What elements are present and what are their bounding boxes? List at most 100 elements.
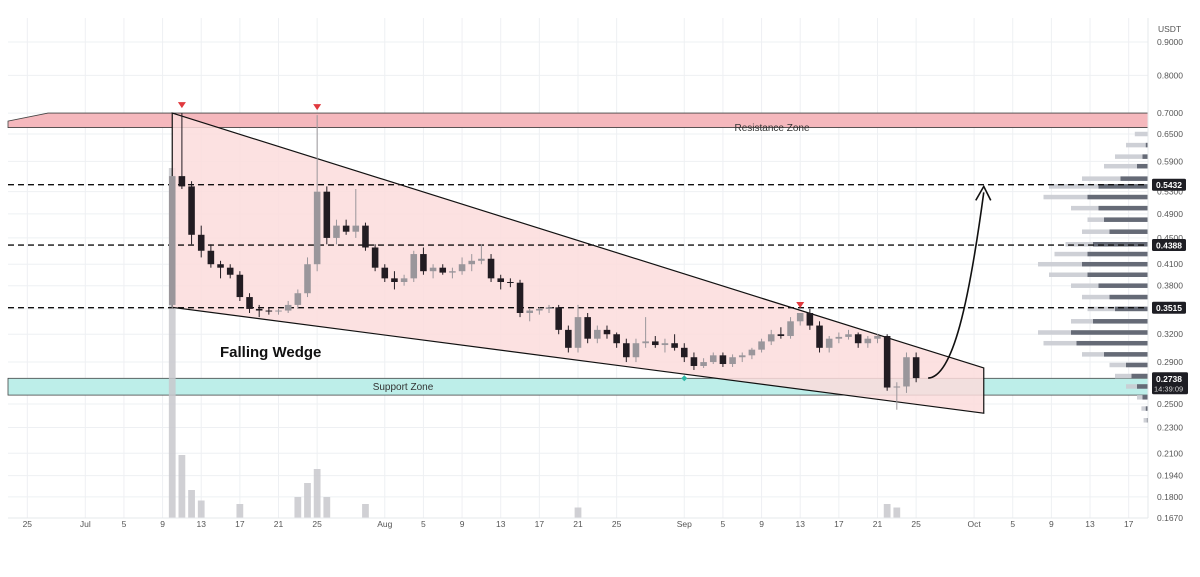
y-tick-label: 0.6500 <box>1157 129 1183 139</box>
candle-body <box>700 362 707 366</box>
volume-bar <box>323 497 331 518</box>
candle-body <box>313 191 321 265</box>
x-tick-label: 9 <box>759 519 764 529</box>
candle <box>381 264 389 282</box>
volume-bar <box>883 504 891 518</box>
candle <box>255 304 263 318</box>
profile-bar-up <box>1115 306 1148 312</box>
candle <box>516 279 524 318</box>
profile-bar-up <box>1120 176 1148 181</box>
candle-body <box>874 336 881 339</box>
candle-body <box>207 250 215 265</box>
candle <box>333 219 340 245</box>
price-axis: USDT 0.9000 0.8000 0.7000 0.6500 0.5900 0.530… <box>1147 18 1183 523</box>
projection-arrow <box>928 184 992 379</box>
candle-body <box>806 312 814 326</box>
candle-body <box>449 271 456 273</box>
candle <box>352 189 360 238</box>
candle <box>903 352 910 393</box>
candle-body <box>497 278 504 282</box>
y-tick-label: 0.1670 <box>1157 513 1183 523</box>
profile-bar-total <box>1115 154 1148 159</box>
x-tick-label: 25 <box>312 519 322 529</box>
y-tick-label: 0.1800 <box>1157 492 1183 502</box>
candle <box>197 225 205 258</box>
candle <box>632 338 640 363</box>
x-tick-label: 13 <box>1085 519 1095 529</box>
candle-body <box>284 304 292 311</box>
candle-body <box>777 334 785 337</box>
candle-body <box>536 308 543 311</box>
profile-bar-total <box>1134 131 1148 137</box>
candle <box>584 312 591 344</box>
candle <box>265 307 273 315</box>
profile-bar-up <box>1137 163 1148 169</box>
candle <box>796 312 804 326</box>
profile-bar-up <box>1087 194 1148 200</box>
profile-bar-up <box>1104 217 1148 222</box>
candle <box>410 250 418 282</box>
candle-body <box>468 260 476 265</box>
candle <box>825 336 833 353</box>
candle-body <box>623 343 630 358</box>
candle-body <box>883 336 891 388</box>
candle-body <box>507 281 514 283</box>
candle <box>835 332 843 344</box>
candle <box>565 325 572 353</box>
profile-bar-up <box>1146 418 1148 423</box>
x-tick-label: 13 <box>196 519 206 529</box>
profile-bar-up <box>1071 330 1148 335</box>
candle <box>294 289 302 309</box>
volume-bar <box>574 507 582 518</box>
falling-wedge-label: Falling Wedge <box>220 344 321 361</box>
x-tick-label: 13 <box>496 519 506 529</box>
profile-bar-up <box>1145 406 1148 411</box>
candle-body <box>458 264 466 272</box>
candle <box>487 254 495 282</box>
candle <box>371 244 379 272</box>
candle-body <box>565 329 572 348</box>
y-tick-label: 0.3200 <box>1157 329 1183 339</box>
level-price-label: 0.3515 <box>1156 303 1182 313</box>
candle-body <box>236 274 244 298</box>
candle-body <box>487 258 495 279</box>
candle-body <box>352 225 360 232</box>
candle-body <box>410 254 418 279</box>
candle <box>420 247 427 275</box>
resistance-zone-label: Resistance Zone <box>734 123 809 134</box>
x-tick-label: Aug <box>377 519 392 529</box>
y-tick-label: 0.5300 <box>1157 187 1183 197</box>
candle-body <box>429 267 437 272</box>
candle-body <box>816 325 823 348</box>
candle-body <box>748 349 756 356</box>
profile-bar-up <box>1087 251 1148 257</box>
candle <box>864 336 872 348</box>
candle-body <box>854 334 862 344</box>
last-price-tag <box>1152 372 1188 395</box>
level-price-label: 0.5432 <box>1156 180 1182 190</box>
y-tick-label: 0.2300 <box>1157 423 1183 433</box>
candle-body <box>690 357 698 366</box>
x-tick-label: 21 <box>573 519 583 529</box>
candle-body <box>226 267 234 275</box>
candle <box>188 181 195 245</box>
volume-bar <box>313 469 321 518</box>
x-tick-label: 9 <box>460 519 465 529</box>
candle-body <box>574 317 582 348</box>
candle-body <box>613 334 620 344</box>
profile-bar-up <box>1104 352 1148 357</box>
candle-body <box>912 357 920 379</box>
resistance-zone <box>7 112 1149 128</box>
candle <box>738 352 746 363</box>
candle <box>652 336 659 348</box>
candle-body <box>642 341 649 344</box>
x-tick-label: Oct <box>967 519 981 529</box>
candle <box>777 327 785 339</box>
x-tick-label: 5 <box>421 519 426 529</box>
volume-profile <box>1038 131 1148 423</box>
projection-curve <box>928 192 985 379</box>
y-tick-label: 0.7000 <box>1157 108 1183 118</box>
currency-label: USDT <box>1158 24 1181 34</box>
x-tick-label: Sep <box>677 519 692 529</box>
